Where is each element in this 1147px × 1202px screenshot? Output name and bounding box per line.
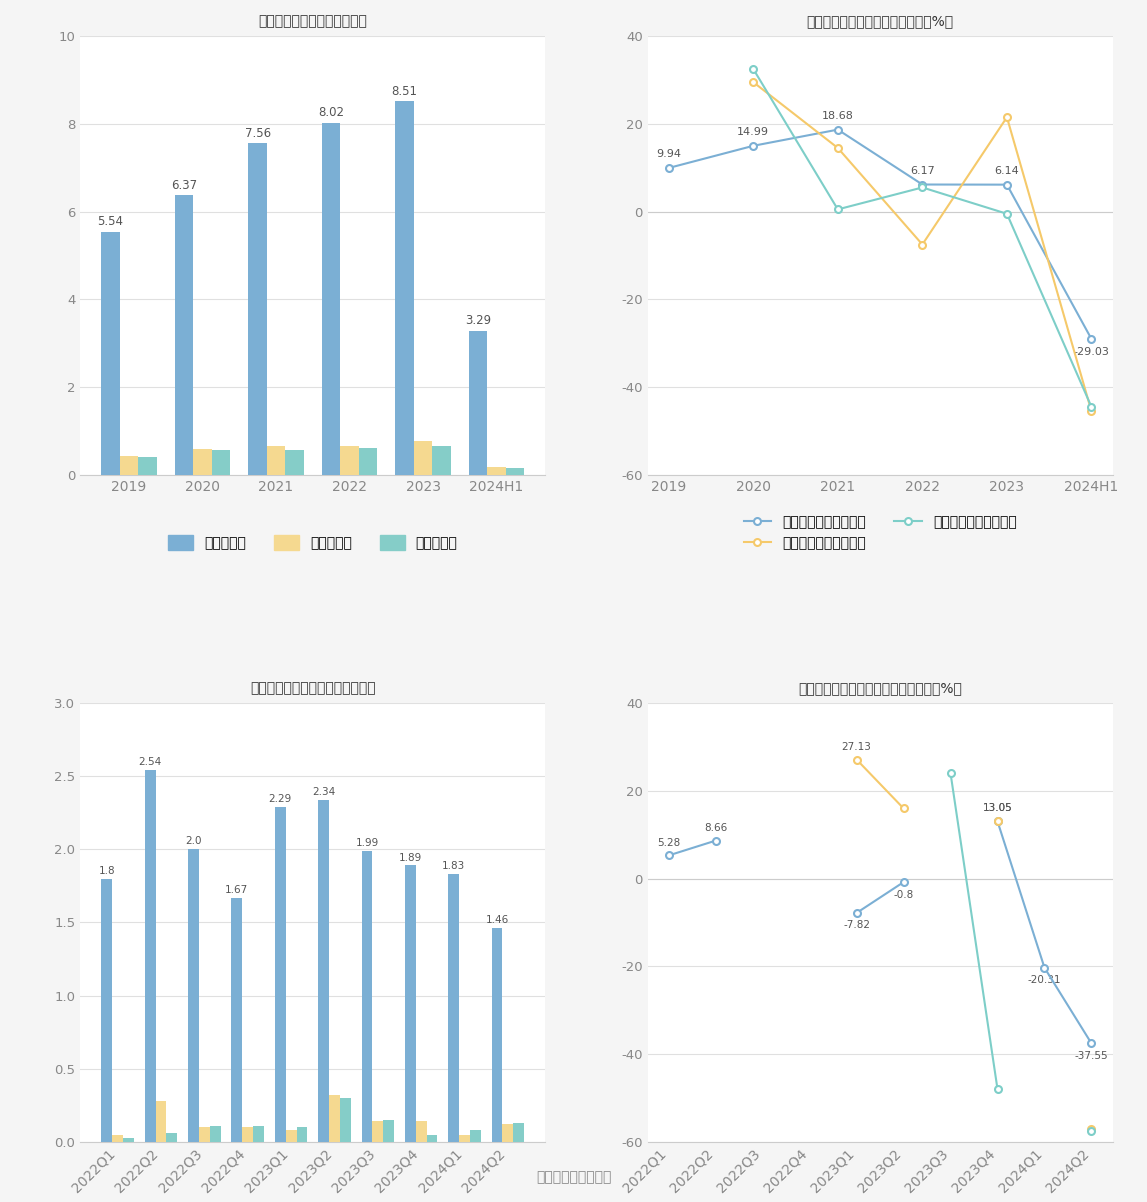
Text: -20.31: -20.31	[1028, 975, 1061, 986]
Bar	[459, 1135, 470, 1142]
Bar	[492, 928, 502, 1142]
Text: 7.56: 7.56	[244, 126, 271, 139]
Title: 营收、净利同比增长率季度变动情况（%）: 营收、净利同比增长率季度变动情况（%）	[798, 682, 962, 695]
Bar	[286, 450, 304, 475]
Text: 6.17: 6.17	[910, 166, 935, 175]
Title: 历年营收、净利情况（亿元）: 历年营收、净利情况（亿元）	[258, 14, 367, 28]
Bar	[101, 232, 119, 475]
Bar	[427, 1135, 437, 1142]
Bar	[318, 799, 329, 1142]
Text: 6.14: 6.14	[994, 166, 1020, 175]
Text: 9.94: 9.94	[656, 149, 681, 159]
Bar	[188, 850, 198, 1142]
Bar	[267, 446, 286, 475]
Bar	[469, 331, 487, 475]
Text: -37.55: -37.55	[1075, 1051, 1108, 1061]
Bar	[275, 807, 286, 1142]
Bar	[361, 851, 373, 1142]
Bar	[175, 196, 194, 475]
Bar	[470, 1130, 481, 1142]
Text: 18.68: 18.68	[822, 111, 853, 121]
Bar	[414, 441, 432, 475]
Text: 1.46: 1.46	[485, 916, 508, 926]
Text: 14.99: 14.99	[738, 127, 770, 137]
Text: 8.66: 8.66	[704, 822, 727, 833]
Bar	[101, 879, 112, 1142]
Bar	[212, 450, 231, 475]
Legend: 营业总收入同比增长率, 归母净利润同比增长率, 扣非净利润同比增长率: 营业总收入同比增长率, 归母净利润同比增长率, 扣非净利润同比增长率	[738, 510, 1022, 555]
Text: -29.03: -29.03	[1074, 346, 1109, 357]
Title: 营收、净利季度变动情况（亿元）: 营收、净利季度变动情况（亿元）	[250, 682, 375, 695]
Text: 2.0: 2.0	[186, 837, 202, 846]
Text: 1.89: 1.89	[399, 852, 422, 863]
Text: 6.37: 6.37	[171, 179, 197, 192]
Text: 13.05: 13.05	[983, 803, 1013, 814]
Bar	[383, 1120, 395, 1142]
Bar	[156, 1101, 166, 1142]
Bar	[145, 770, 156, 1142]
Text: 1.8: 1.8	[99, 865, 115, 876]
Text: 1.83: 1.83	[442, 862, 466, 871]
Bar	[253, 1126, 264, 1142]
Bar	[322, 123, 341, 475]
Bar	[502, 1124, 514, 1142]
Text: 3.29: 3.29	[466, 314, 491, 327]
Bar	[166, 1133, 178, 1142]
Bar	[119, 457, 138, 475]
Text: 5.28: 5.28	[657, 838, 680, 847]
Title: 历年营收、净利同比增长率情况（%）: 历年营收、净利同比增长率情况（%）	[806, 14, 953, 28]
Bar	[487, 468, 506, 475]
Bar	[112, 1135, 123, 1142]
Bar	[448, 874, 459, 1142]
Bar	[514, 1123, 524, 1142]
Text: 1.67: 1.67	[225, 885, 249, 894]
Bar	[232, 898, 242, 1142]
Bar	[194, 448, 212, 475]
Bar	[373, 1121, 383, 1142]
Bar	[405, 865, 415, 1142]
Text: 1.99: 1.99	[356, 838, 379, 847]
Text: 数据来源：恒生聚源: 数据来源：恒生聚源	[536, 1170, 611, 1184]
Bar	[396, 101, 414, 475]
Bar	[286, 1130, 297, 1142]
Text: -7.82: -7.82	[843, 921, 871, 930]
Bar	[123, 1137, 134, 1142]
Text: 5.54: 5.54	[97, 215, 124, 228]
Bar	[210, 1126, 220, 1142]
Bar	[329, 1095, 340, 1142]
Text: 2.54: 2.54	[139, 757, 162, 767]
Bar	[138, 457, 156, 475]
Bar	[198, 1127, 210, 1142]
Bar	[242, 1127, 253, 1142]
Bar	[341, 446, 359, 475]
Bar	[415, 1121, 427, 1142]
Text: 2.34: 2.34	[312, 786, 335, 797]
Text: 8.02: 8.02	[318, 107, 344, 119]
Text: 8.51: 8.51	[391, 85, 418, 97]
Text: -0.8: -0.8	[894, 889, 914, 899]
Text: 2.29: 2.29	[268, 795, 291, 804]
Bar	[432, 446, 451, 475]
Text: 13.05: 13.05	[983, 803, 1013, 814]
Bar	[297, 1127, 307, 1142]
Bar	[340, 1097, 351, 1142]
Bar	[249, 143, 267, 475]
Legend: 营业总收入, 归母净利润, 扣非净利润: 营业总收入, 归母净利润, 扣非净利润	[163, 530, 463, 555]
Bar	[506, 468, 524, 475]
Bar	[359, 447, 377, 475]
Text: 27.13: 27.13	[842, 742, 872, 751]
